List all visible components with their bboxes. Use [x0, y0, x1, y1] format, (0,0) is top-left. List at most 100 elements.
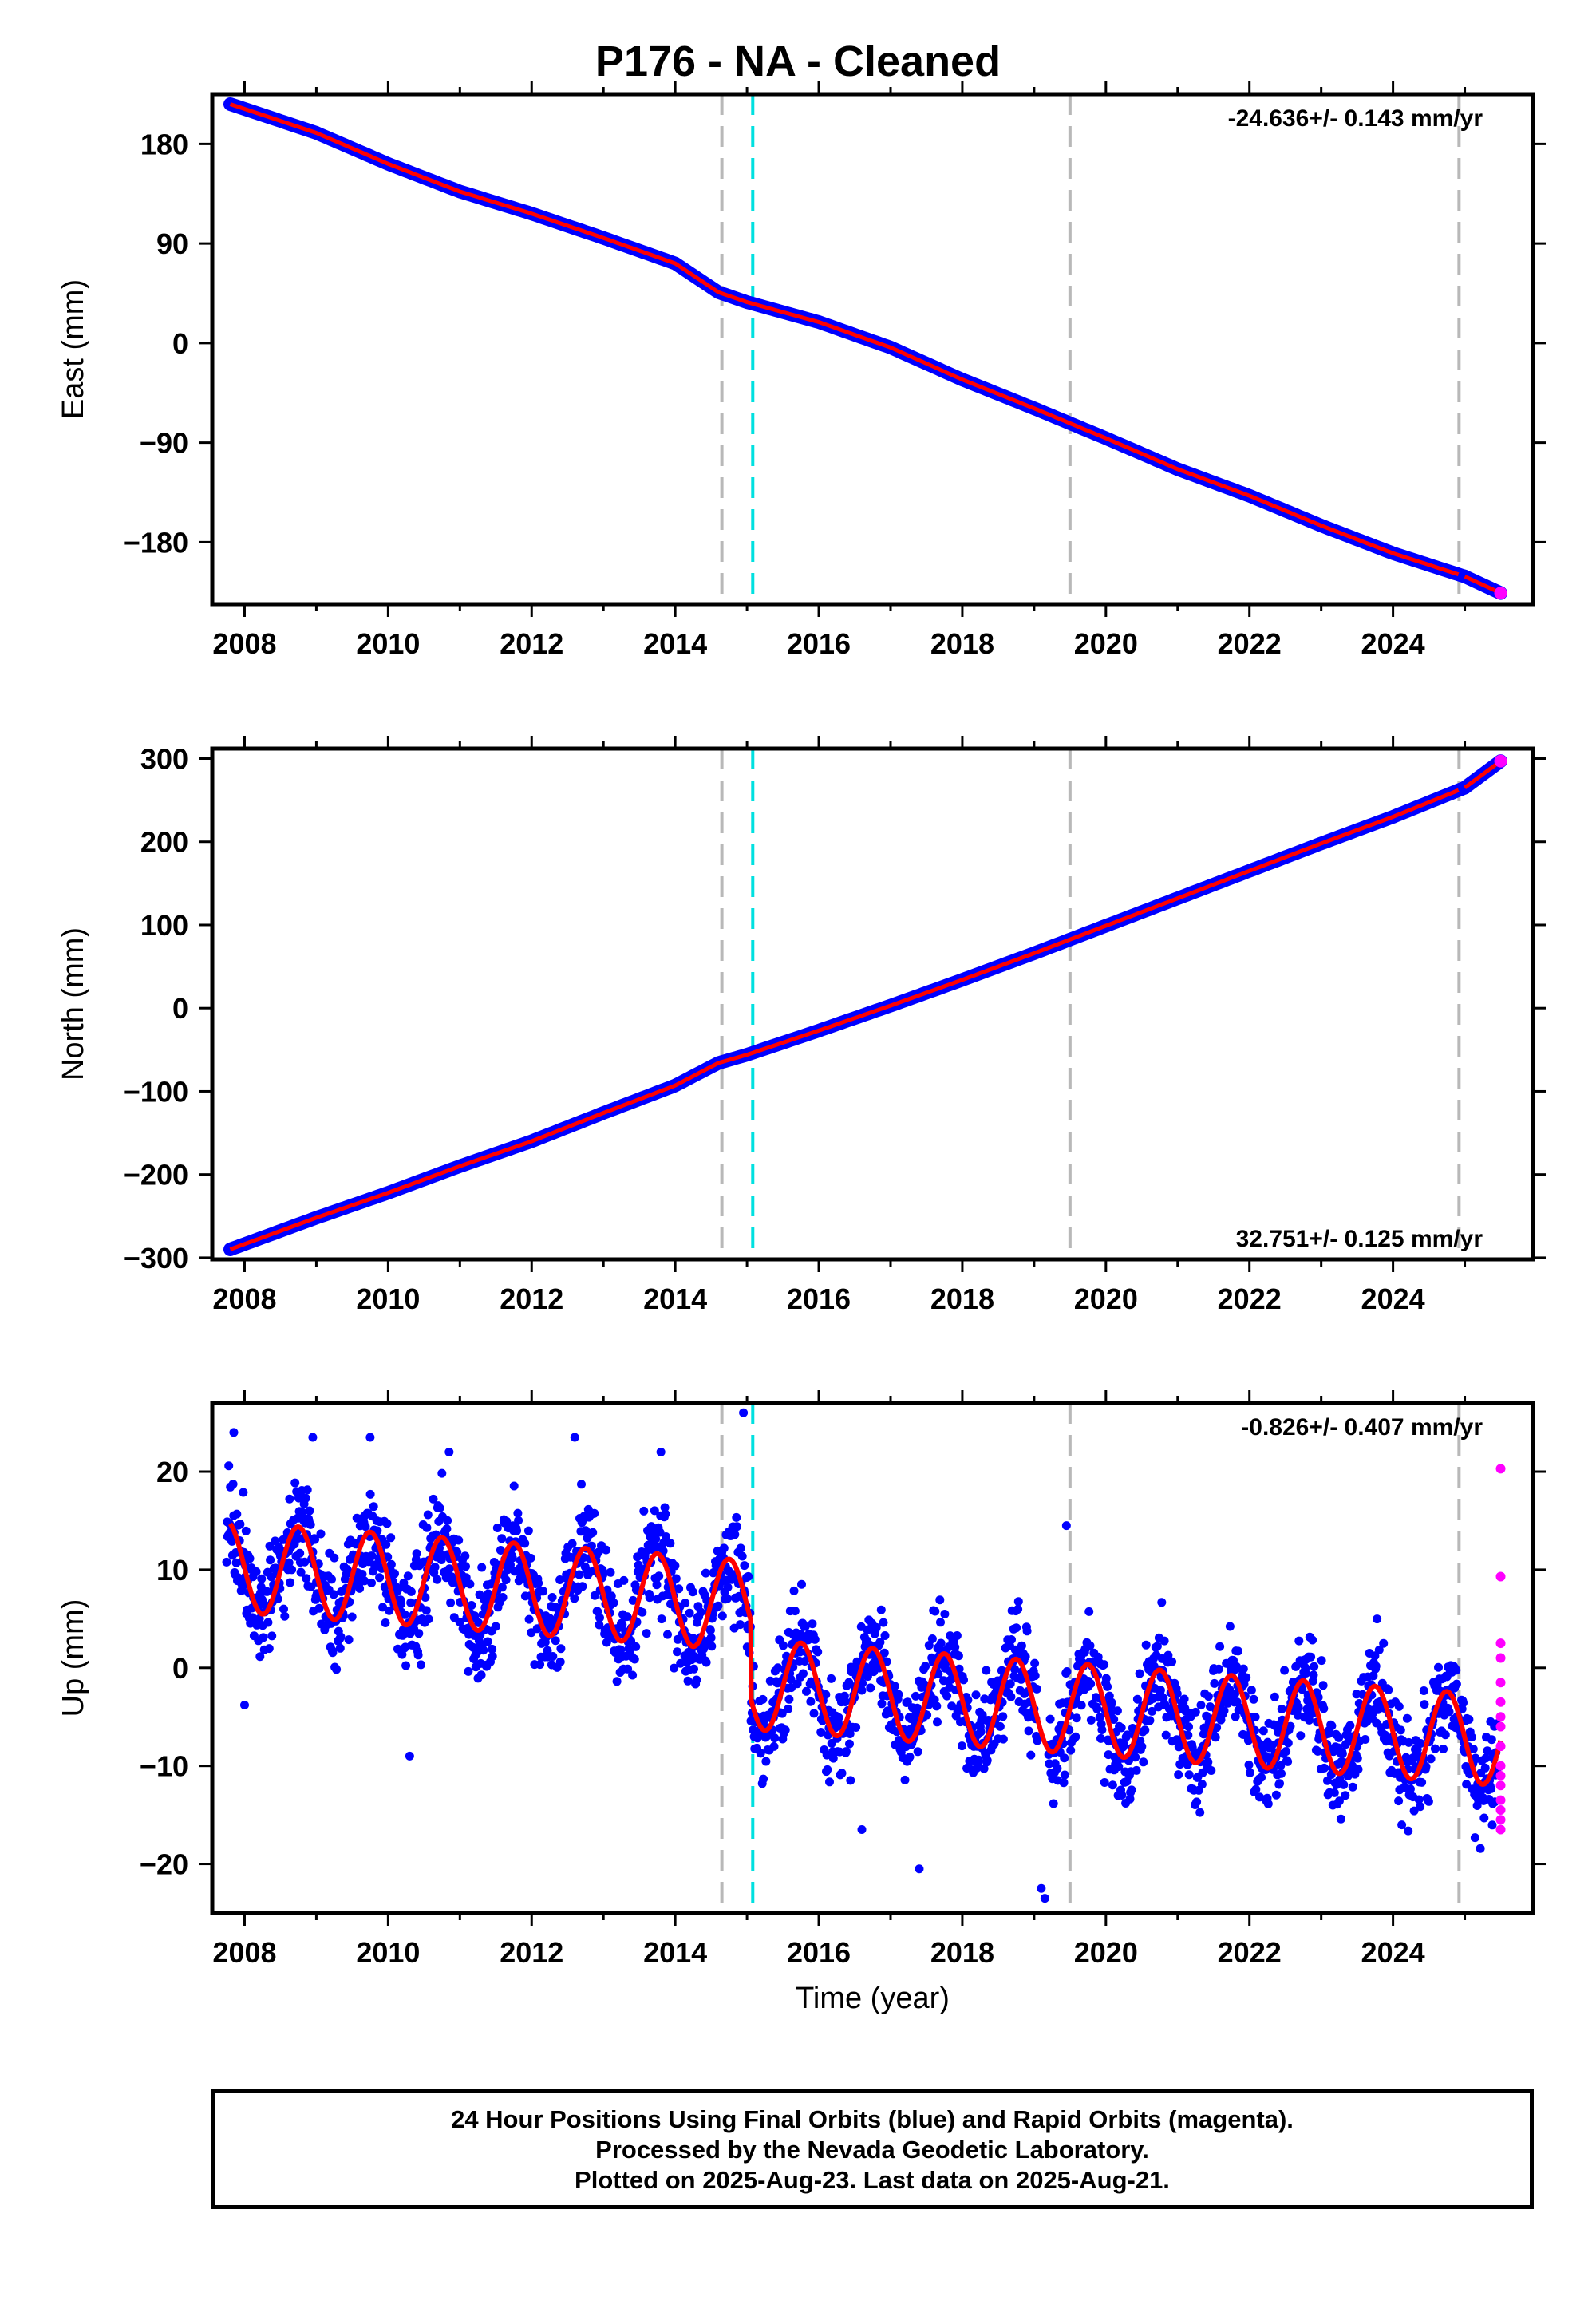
- final-orbits-point: [911, 1691, 920, 1701]
- final-orbits-point: [578, 1582, 587, 1591]
- final-orbits-point: [577, 1480, 586, 1489]
- final-orbits-point: [1192, 1797, 1202, 1807]
- final-orbits-point: [405, 1751, 414, 1761]
- final-orbits-point: [1030, 1658, 1040, 1668]
- final-orbits-point: [799, 1669, 808, 1678]
- final-orbits-point: [1238, 1664, 1248, 1674]
- final-orbits-point: [1402, 1713, 1412, 1723]
- final-orbits-point: [877, 1699, 887, 1709]
- final-orbits-point: [1021, 1652, 1030, 1662]
- x-tick-label: 2012: [500, 1282, 563, 1315]
- final-orbits-point: [790, 1607, 800, 1616]
- final-orbits-point: [905, 1752, 915, 1761]
- final-orbits-point: [1203, 1692, 1213, 1701]
- final-orbits-point: [663, 1630, 672, 1639]
- final-orbits-point: [1212, 1723, 1222, 1733]
- final-orbits-point: [645, 1593, 654, 1603]
- final-orbits-point: [1092, 1704, 1102, 1713]
- final-orbits-point: [1085, 1641, 1095, 1650]
- final-orbits-point: [924, 1641, 934, 1650]
- final-orbits-point: [575, 1570, 584, 1579]
- final-orbits-point: [1017, 1641, 1026, 1650]
- final-orbits-point: [1250, 1713, 1260, 1721]
- y-tick-label: −100: [124, 1075, 188, 1108]
- final-orbits-point: [676, 1658, 685, 1668]
- data-layer: [222, 1408, 1506, 1903]
- final-orbits-point: [915, 1864, 924, 1874]
- final-orbits-point: [638, 1607, 647, 1617]
- data-layer: [223, 97, 1508, 600]
- final-orbits-point: [1159, 1694, 1168, 1703]
- final-orbits-point: [1470, 1833, 1479, 1843]
- y-tick-label: 0: [172, 992, 188, 1025]
- final-orbits-point: [417, 1660, 425, 1670]
- final-orbits-point: [330, 1553, 339, 1563]
- final-orbits-point: [1339, 1780, 1349, 1789]
- final-orbits-point: [1294, 1702, 1303, 1712]
- final-orbits-point: [1426, 1754, 1436, 1764]
- final-orbits-point: [1127, 1785, 1136, 1795]
- final-orbits-point: [1033, 1736, 1042, 1745]
- final-orbits-point: [497, 1534, 507, 1543]
- final-orbits-point: [224, 1461, 234, 1471]
- final-orbits-point: [1440, 1730, 1450, 1740]
- final-orbits-point: [595, 1620, 604, 1630]
- final-orbits-point: [845, 1739, 854, 1749]
- final-orbits-point: [1334, 1796, 1344, 1806]
- final-orbits-point: [1006, 1692, 1016, 1701]
- final-orbits-point: [1327, 1721, 1337, 1730]
- x-tick-label: 2010: [356, 1282, 420, 1315]
- final-orbits-point: [483, 1637, 492, 1646]
- final-orbits-point: [1172, 1689, 1182, 1698]
- final-orbits-point: [1462, 1780, 1472, 1789]
- final-orbits-point: [1072, 1713, 1081, 1723]
- final-orbits-point: [879, 1618, 888, 1627]
- final-orbits-point: [1012, 1623, 1021, 1633]
- y-axis-label: East (mm): [57, 279, 90, 419]
- final-orbits-point: [602, 1545, 611, 1555]
- final-orbits-point: [1013, 1604, 1023, 1614]
- final-orbits-point: [287, 1565, 297, 1575]
- x-tick-label: 2014: [643, 1936, 707, 1969]
- data-layer: [223, 754, 1508, 1256]
- final-orbits-point: [497, 1583, 507, 1592]
- final-orbits-point: [1045, 1714, 1055, 1724]
- x-tick-label: 2024: [1361, 1282, 1425, 1315]
- final-orbits-point: [863, 1672, 872, 1682]
- final-orbits-point: [360, 1576, 369, 1586]
- final-orbits-point: [688, 1587, 697, 1597]
- rapid-orbits-point: [1495, 1678, 1506, 1688]
- final-orbits-point: [1225, 1622, 1235, 1631]
- final-orbits-point: [298, 1508, 307, 1517]
- final-orbits-point: [736, 1620, 745, 1630]
- final-orbits-point: [1246, 1686, 1256, 1695]
- final-orbits-point: [894, 1690, 903, 1699]
- final-orbits-point: [1467, 1733, 1476, 1742]
- panel-east: 2008 2010 2012 2014 2016 2018 2020 2022 2024 180 9…: [57, 81, 1546, 660]
- final-orbits-point: [1249, 1694, 1258, 1704]
- final-orbits-point: [381, 1539, 391, 1549]
- final-orbits-point: [1101, 1674, 1111, 1683]
- final-orbits-point: [280, 1611, 290, 1621]
- final-orbits-point: [1013, 1597, 1023, 1607]
- final-orbits-point: [1464, 1715, 1474, 1724]
- final-orbits-point: [365, 1489, 375, 1499]
- caption-box: 24 Hour Positions Using Final Orbits (bl…: [211, 2089, 1534, 2209]
- y-tick-label: 200: [140, 826, 188, 859]
- final-orbits-point: [1452, 1666, 1461, 1675]
- y-tick-label: 100: [140, 909, 188, 942]
- final-orbits-point: [1306, 1652, 1316, 1662]
- final-orbits-point: [1298, 1685, 1307, 1694]
- final-orbits-point: [1296, 1731, 1306, 1741]
- final-orbits-point: [1100, 1778, 1109, 1787]
- final-orbits-point: [974, 1755, 983, 1765]
- final-orbits-point: [1374, 1645, 1384, 1654]
- final-orbits-point: [1032, 1684, 1041, 1694]
- rapid-orbits-point: [1495, 1770, 1506, 1780]
- final-orbits-point: [995, 1721, 1005, 1731]
- rapid-orbits-point: [1495, 1653, 1506, 1663]
- final-orbits-point: [385, 1606, 394, 1615]
- final-orbits-point: [305, 1506, 314, 1516]
- final-orbits-point: [514, 1516, 523, 1525]
- final-orbits-point: [488, 1644, 497, 1654]
